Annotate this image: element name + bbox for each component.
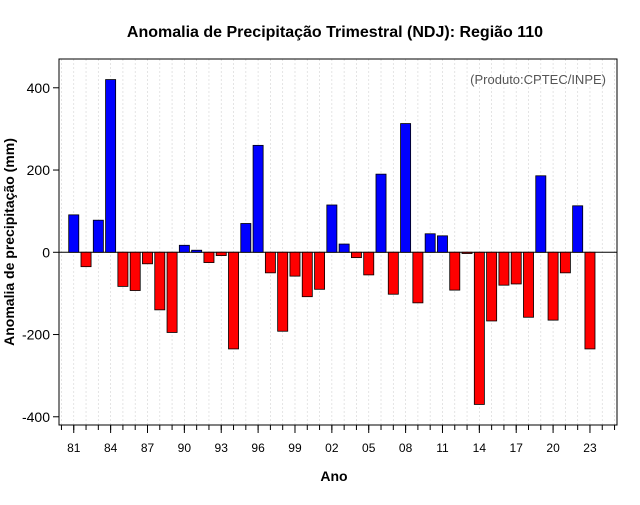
bar-1987 [142,251,153,265]
x-tick-label: 81 [67,441,81,455]
bar-2016 [498,251,510,286]
bar-2018 [523,251,534,318]
bar-2020 [547,251,559,321]
bar-1989 [166,251,178,333]
bar-2002 [326,204,338,253]
bar-2015 [486,251,498,322]
bar-1996 [252,144,264,253]
y-tick-label: -400 [22,409,50,425]
bar-2003 [338,243,350,253]
x-tick-label: 11 [436,441,449,455]
bar-2017 [510,251,522,285]
plot-frame [58,58,618,426]
bar-1998 [277,251,289,332]
bar-2019 [535,175,547,253]
bar-2013 [461,251,473,254]
x-tick-label: 84 [104,441,118,455]
x-tick-label: 90 [178,441,192,455]
x-tick-label: 93 [215,441,229,455]
grid-lines [61,59,615,425]
bar-2023 [584,251,596,350]
bar-2011 [437,235,448,253]
x-axis: 81 84 87 90 93 96 99 02 05 08 11 14 17 20 23 [60,425,616,455]
bar-1985 [117,251,129,287]
bar-1981 [68,214,80,253]
bar-1984 [105,79,117,253]
bar-1997 [264,251,276,274]
bar-1994 [228,251,239,350]
bar-1992 [203,251,215,263]
y-tick-label: 200 [27,162,51,178]
y-tick-label: -200 [22,327,50,343]
bar-2010 [424,233,436,253]
y-tick-label: 0 [42,244,50,260]
bar-2021 [559,251,571,274]
bar-1990 [178,244,190,253]
bar-2022 [572,205,584,253]
bar-2009 [412,251,424,304]
bar-1991 [191,249,203,253]
bar-2007 [387,251,399,295]
bar-2001 [314,251,326,290]
bar-2012 [449,251,461,291]
bar-1988 [154,251,166,311]
x-tick-label: 08 [399,441,413,455]
y-tick-label: 400 [27,80,51,96]
source-annotation: (Produto:CPTEC/INPE) [470,72,606,87]
y-axis: -400 -200 0 200 400 [22,80,59,425]
x-tick-label: 23 [583,441,597,455]
x-axis-label: Ano [320,468,347,484]
bar-1993 [215,251,227,256]
x-tick-label: 17 [510,441,524,455]
bar-2000 [301,251,313,298]
bar-1986 [129,251,141,291]
bar-series [68,79,596,405]
bar-1999 [289,251,301,277]
bar-2004 [350,251,362,259]
x-tick-label: 05 [362,441,376,455]
bar-1982 [80,251,92,268]
bar-2014 [473,251,485,405]
bar-1983 [92,219,104,253]
bar-2008 [400,123,412,253]
x-tick-label: 20 [546,441,560,455]
y-axis-label: Anomalia de precipitação (mm) [1,138,17,346]
bar-2006 [375,173,387,253]
x-tick-label: 14 [473,441,487,455]
x-tick-label: 96 [251,441,265,455]
bar-1995 [240,223,252,253]
x-tick-label: 02 [325,441,339,455]
bar-2005 [363,251,375,276]
x-tick-label: 87 [141,441,155,455]
chart-title: Anomalia de Precipitação Trimestral (NDJ… [127,24,543,41]
x-tick-label: 99 [288,441,302,455]
